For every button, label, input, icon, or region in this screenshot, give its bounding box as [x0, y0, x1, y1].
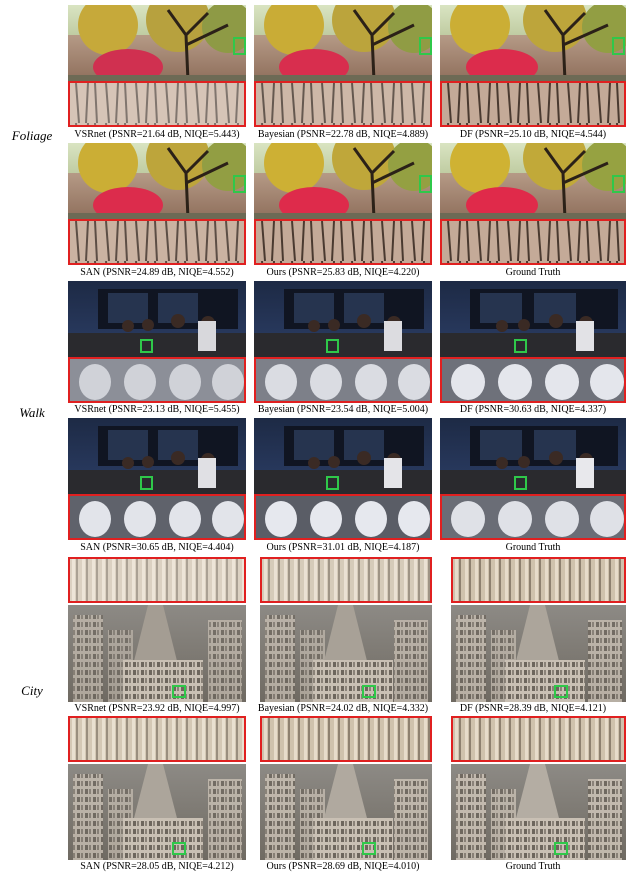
roi-box: [233, 37, 246, 55]
roi-box: [554, 842, 568, 855]
foliage-image-ours: [254, 143, 432, 219]
caption: DF (PSNR=25.10 dB, NIQE=4.544): [459, 129, 607, 140]
roi-box: [612, 175, 625, 193]
zoom-inset: [68, 716, 246, 762]
city-image-bayesian: [260, 605, 432, 702]
zoom-inset: [68, 494, 246, 540]
caption: Ours (PSNR=28.69 dB, NIQE=4.010): [266, 861, 420, 872]
walk-image-df: [440, 281, 626, 357]
roi-box: [172, 685, 186, 698]
caption: VSRnet (PSNR=23.92 dB, NIQE=4.997): [74, 703, 240, 714]
walk-image-ground-truth: [440, 418, 626, 494]
city-image-ground-truth: [451, 764, 626, 860]
zoom-inset: [260, 716, 432, 762]
walk-image-bayesian: [254, 281, 432, 357]
roi-box: [419, 37, 432, 55]
roi-box: [612, 37, 625, 55]
foliage-image-bayesian: [254, 5, 432, 81]
city-image-df: [451, 605, 626, 702]
roi-box: [326, 476, 339, 490]
caption: Ours (PSNR=31.01 dB, NIQE=4.187): [266, 542, 420, 553]
roi-box: [233, 175, 246, 193]
walk-image-ours: [254, 418, 432, 494]
zoom-inset: [451, 716, 626, 762]
roi-box: [172, 842, 186, 855]
roi-box: [554, 685, 568, 698]
row-label-walk: Walk: [19, 405, 45, 420]
foliage-image-vsrnet: [68, 5, 246, 81]
caption: DF (PSNR=28.39 dB, NIQE=4.121): [459, 703, 607, 714]
zoom-inset: [68, 219, 246, 265]
roi-box: [362, 685, 376, 698]
walk-image-vsrnet: [68, 281, 246, 357]
city-image-ours: [260, 764, 432, 860]
roi-box: [514, 339, 527, 353]
city-image-vsrnet: [68, 605, 246, 702]
roi-box: [514, 476, 527, 490]
caption: VSRnet (PSNR=23.13 dB, NIQE=5.455): [74, 404, 240, 415]
caption: Ground Truth: [505, 861, 561, 872]
zoom-inset: [68, 81, 246, 127]
zoom-inset: [254, 219, 432, 265]
roi-box: [326, 339, 339, 353]
zoom-inset: [254, 357, 432, 403]
caption: SAN (PSNR=28.05 dB, NIQE=4.212): [80, 861, 234, 872]
caption: VSRnet (PSNR=21.64 dB, NIQE=5.443): [74, 129, 240, 140]
row-label-city: City: [21, 683, 43, 698]
zoom-inset: [440, 494, 626, 540]
zoom-inset: [440, 357, 626, 403]
zoom-inset: [260, 557, 432, 603]
zoom-inset: [440, 81, 626, 127]
foliage-image-ground-truth: [440, 143, 626, 219]
roi-box: [419, 175, 432, 193]
caption: Bayesian (PSNR=22.78 dB, NIQE=4.889): [257, 129, 429, 140]
roi-box: [362, 842, 376, 855]
zoom-inset: [254, 494, 432, 540]
roi-box: [140, 476, 153, 490]
caption: Ground Truth: [505, 542, 561, 553]
row-label-foliage: Foliage: [11, 128, 53, 143]
zoom-inset: [68, 557, 246, 603]
zoom-inset: [68, 357, 246, 403]
walk-image-san: [68, 418, 246, 494]
caption: Bayesian (PSNR=24.02 dB, NIQE=4.332): [257, 703, 429, 714]
caption: Ground Truth: [505, 267, 561, 278]
caption: Ours (PSNR=25.83 dB, NIQE=4.220): [266, 267, 420, 278]
zoom-inset: [451, 557, 626, 603]
roi-box: [140, 339, 153, 353]
caption: SAN (PSNR=24.89 dB, NIQE=4.552): [80, 267, 234, 278]
caption: DF (PSNR=30.63 dB, NIQE=4.337): [459, 404, 607, 415]
foliage-image-san: [68, 143, 246, 219]
caption: Bayesian (PSNR=23.54 dB, NIQE=5.004): [257, 404, 429, 415]
zoom-inset: [440, 219, 626, 265]
city-image-san: [68, 764, 246, 860]
foliage-image-df: [440, 5, 626, 81]
zoom-inset: [254, 81, 432, 127]
caption: SAN (PSNR=30.65 dB, NIQE=4.404): [80, 542, 234, 553]
